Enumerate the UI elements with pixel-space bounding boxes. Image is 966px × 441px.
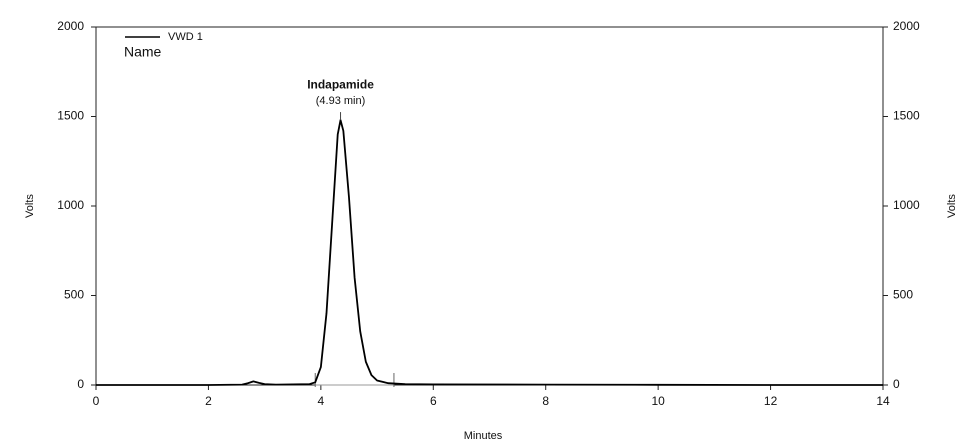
plot-frame xyxy=(95,26,884,386)
series-line xyxy=(96,119,883,386)
y2-axis-label: Volts xyxy=(946,194,958,218)
y2-tick-label: 500 xyxy=(893,288,913,302)
x-tick-label: 8 xyxy=(542,394,549,408)
x-tick-label: 0 xyxy=(93,394,100,408)
legend-label: VWD 1 xyxy=(168,31,203,43)
x-tick-label: 4 xyxy=(318,394,325,408)
y2-tick-label: 0 xyxy=(893,377,900,391)
y-tick-label: 500 xyxy=(64,288,84,302)
y-tick-label: 0 xyxy=(77,377,84,391)
y-tick-label: 1500 xyxy=(57,109,84,123)
x-tick-label: 12 xyxy=(764,394,778,408)
x-tick-label: 2 xyxy=(205,394,212,408)
y-tick-label: 2000 xyxy=(57,19,84,33)
annotation-text: Indapamide xyxy=(307,77,374,91)
y-tick-label: 1000 xyxy=(57,198,84,212)
annotation-subtext: (4.93 min) xyxy=(316,95,366,107)
y2-tick-label: 1000 xyxy=(893,198,920,212)
y-axis-label: Volts xyxy=(24,194,36,218)
x-axis-label: Minutes xyxy=(464,430,503,441)
x-tick-label: 6 xyxy=(430,394,437,408)
y2-tick-label: 1500 xyxy=(893,109,920,123)
legend-title: Name xyxy=(124,44,162,60)
x-tick-label: 10 xyxy=(651,394,665,408)
x-tick-label: 14 xyxy=(876,394,890,408)
y2-tick-label: 2000 xyxy=(893,19,920,33)
